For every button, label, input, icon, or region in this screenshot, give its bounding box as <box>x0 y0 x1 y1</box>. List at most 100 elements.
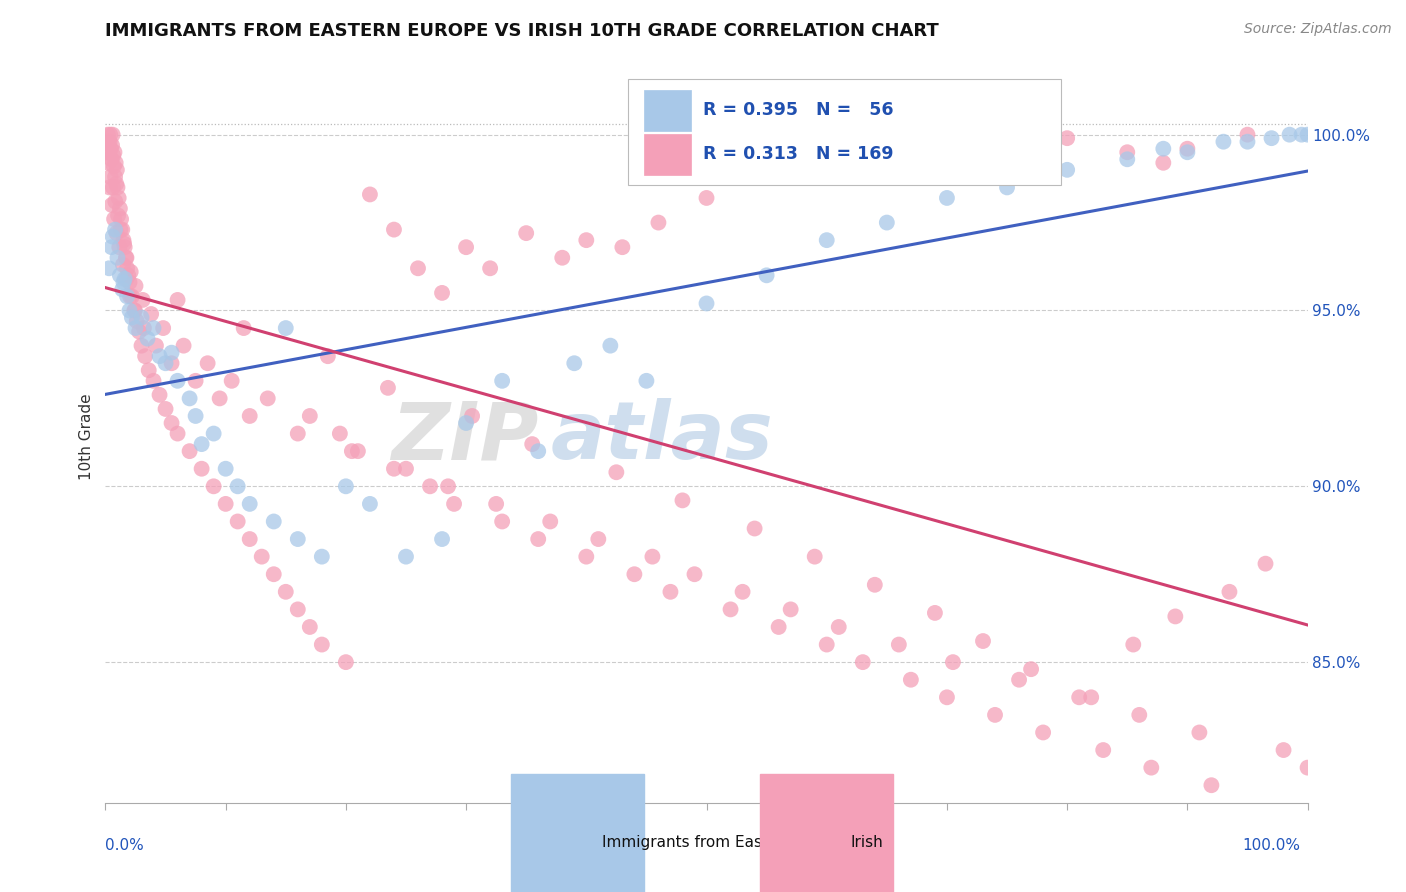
Point <box>515 226 537 240</box>
Point <box>232 321 254 335</box>
Point <box>287 602 309 616</box>
Point <box>406 261 429 276</box>
Point <box>120 289 142 303</box>
Point <box>132 293 155 307</box>
Point <box>101 128 124 142</box>
Point <box>105 226 128 240</box>
Point <box>155 356 177 370</box>
Point <box>105 177 128 191</box>
Point <box>575 549 598 564</box>
Point <box>1152 155 1174 169</box>
Point <box>527 444 550 458</box>
Point <box>160 345 183 359</box>
Point <box>124 303 146 318</box>
Point <box>110 212 132 227</box>
Point <box>103 149 125 163</box>
Point <box>250 549 273 564</box>
Point <box>522 437 544 451</box>
Point <box>101 138 124 153</box>
Point <box>274 584 297 599</box>
Point <box>111 282 134 296</box>
Point <box>479 261 502 276</box>
Point <box>1296 128 1319 142</box>
Point <box>100 198 122 212</box>
Point <box>1056 162 1078 177</box>
Point <box>1116 153 1139 167</box>
Point <box>118 276 141 290</box>
Point <box>803 549 825 564</box>
Point <box>1254 557 1277 571</box>
Point <box>359 497 381 511</box>
Point <box>1080 690 1102 705</box>
Point <box>100 240 122 254</box>
Point <box>335 479 357 493</box>
Point <box>239 497 262 511</box>
Point <box>647 216 669 230</box>
Point <box>112 236 135 251</box>
Point <box>395 461 418 475</box>
Point <box>1122 638 1144 652</box>
Point <box>98 145 121 160</box>
Point <box>377 381 399 395</box>
FancyBboxPatch shape <box>644 90 690 131</box>
Point <box>876 216 898 230</box>
Point <box>107 191 129 205</box>
Point <box>98 128 121 142</box>
Point <box>115 251 138 265</box>
Point <box>359 187 381 202</box>
Point <box>108 268 131 283</box>
Point <box>208 392 231 406</box>
Point <box>131 339 153 353</box>
Point <box>226 515 249 529</box>
Point <box>263 515 285 529</box>
Text: Source: ZipAtlas.com: Source: ZipAtlas.com <box>1244 22 1392 37</box>
Point <box>839 145 862 160</box>
Point <box>115 251 138 265</box>
FancyBboxPatch shape <box>628 78 1062 185</box>
Point <box>768 620 790 634</box>
Point <box>105 162 128 177</box>
Point <box>202 426 225 441</box>
Point <box>454 240 477 254</box>
Point <box>274 321 297 335</box>
Text: R = 0.395   N =   56: R = 0.395 N = 56 <box>703 101 893 119</box>
Point <box>98 135 121 149</box>
Text: R = 0.313   N = 169: R = 0.313 N = 169 <box>703 145 893 162</box>
Point <box>142 374 165 388</box>
Text: IMMIGRANTS FROM EASTERN EUROPE VS IRISH 10TH GRADE CORRELATION CHART: IMMIGRANTS FROM EASTERN EUROPE VS IRISH … <box>105 22 939 40</box>
Point <box>226 479 249 493</box>
Point <box>1260 131 1282 145</box>
Point <box>138 363 160 377</box>
Point <box>659 584 682 599</box>
Point <box>98 261 121 276</box>
Point <box>132 321 155 335</box>
Point <box>815 233 838 247</box>
Point <box>329 426 352 441</box>
Point <box>588 532 610 546</box>
Point <box>863 578 886 592</box>
Point <box>124 321 146 335</box>
Point <box>111 222 134 236</box>
Point <box>612 240 634 254</box>
Point <box>142 321 165 335</box>
Point <box>114 272 136 286</box>
Point <box>382 222 405 236</box>
Point <box>96 135 118 149</box>
Point <box>287 426 309 441</box>
Point <box>316 349 339 363</box>
Text: atlas: atlas <box>550 398 773 476</box>
Point <box>1296 761 1319 775</box>
Point <box>160 416 183 430</box>
Point <box>1236 135 1258 149</box>
Point <box>1212 135 1234 149</box>
Point <box>214 461 236 475</box>
Point <box>960 142 983 156</box>
Point <box>395 549 418 564</box>
Point <box>984 707 1007 722</box>
Text: Immigrants from Eastern Europe: Immigrants from Eastern Europe <box>602 836 852 850</box>
Point <box>696 296 718 310</box>
FancyBboxPatch shape <box>644 135 690 175</box>
Point <box>184 374 207 388</box>
Point <box>942 655 965 669</box>
Point <box>125 314 148 328</box>
